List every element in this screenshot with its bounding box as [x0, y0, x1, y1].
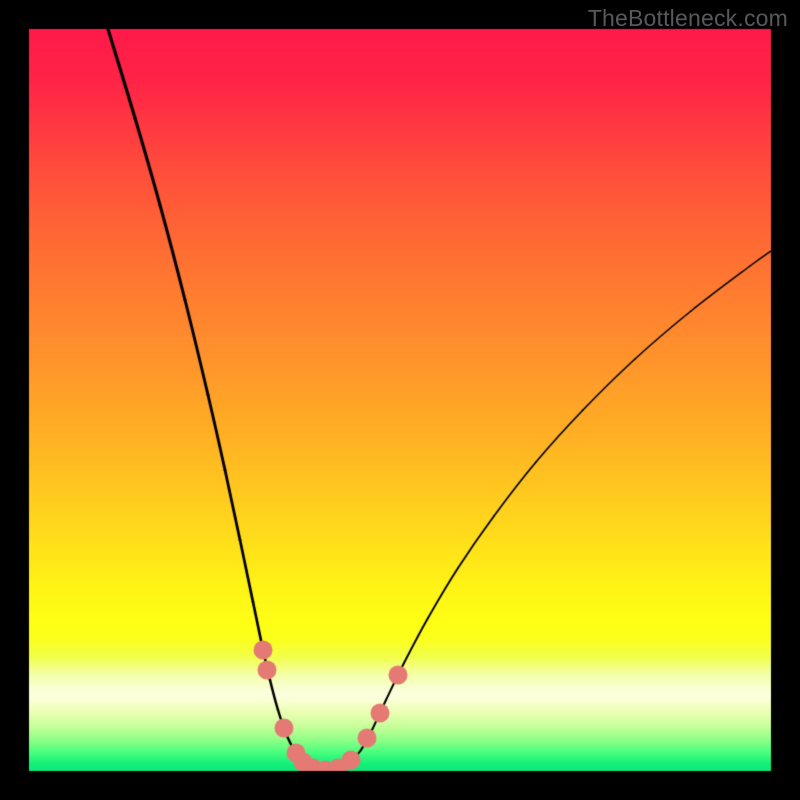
chart-container: TheBottleneck.com [0, 0, 800, 800]
watermark-text: TheBottleneck.com [588, 5, 788, 32]
bottleneck-chart [0, 0, 800, 800]
